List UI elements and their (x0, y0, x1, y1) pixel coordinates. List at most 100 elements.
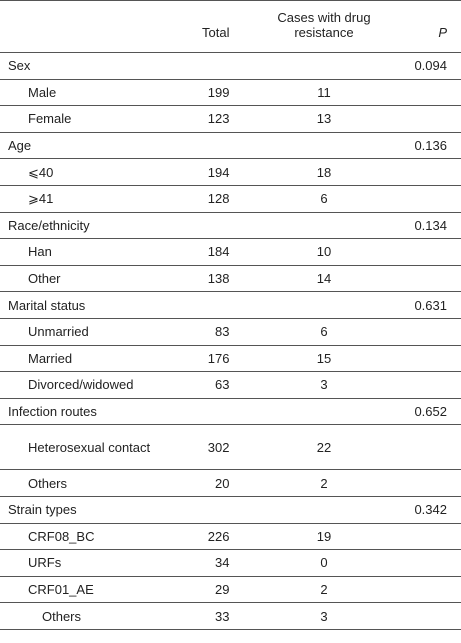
group-row: Strain types 0.342 (0, 496, 461, 524)
total: 34 (170, 549, 242, 577)
row-label: Others (0, 602, 171, 630)
cell (406, 424, 461, 471)
row-label: CRF01_AE (0, 576, 171, 604)
cell (170, 132, 242, 160)
cell (170, 212, 242, 240)
total: 63 (170, 371, 242, 399)
cell (241, 496, 407, 524)
cell (406, 185, 461, 213)
cases: 3 (241, 371, 407, 399)
sub-row: Married 176 15 (0, 345, 461, 373)
header-row: Total Cases with drug resistance P (0, 0, 461, 53)
header-cell (0, 0, 171, 53)
group-label: Sex (0, 52, 171, 80)
cases: 10 (241, 238, 407, 266)
cases: 11 (241, 79, 407, 107)
header-cell: P (406, 0, 461, 53)
total: 128 (170, 185, 242, 213)
cell (241, 398, 407, 426)
cell (406, 345, 461, 373)
p-value: 0.136 (406, 132, 461, 160)
cases: 13 (241, 105, 407, 133)
cell (406, 318, 461, 346)
cell (406, 158, 461, 186)
p-value: 0.134 (406, 212, 461, 240)
sub-row: CRF08_BC 226 19 (0, 523, 461, 551)
cases: 3 (241, 602, 407, 630)
group-label: Age (0, 132, 171, 160)
table-header: Total Cases with drug resistance P (0, 0, 461, 53)
row-label: ⩾41 (0, 185, 171, 213)
header-cell: Cases with drug resistance (241, 0, 407, 53)
cell (170, 52, 242, 80)
cell (170, 496, 242, 524)
cell (170, 398, 242, 426)
cases: 19 (241, 523, 407, 551)
sub-row: Other 138 14 (0, 265, 461, 293)
data-table: Total Cases with drug resistance P Sex 0.… (0, 0, 461, 630)
cell (406, 105, 461, 133)
group-row: Marital status 0.631 (0, 291, 461, 319)
cell (406, 576, 461, 604)
cell (241, 132, 407, 160)
row-label: Unmarried (0, 318, 171, 346)
group-row: Sex 0.094 (0, 52, 461, 80)
sub-row: Unmarried 83 6 (0, 318, 461, 346)
cases: 18 (241, 158, 407, 186)
cell (241, 52, 407, 80)
total: 29 (170, 576, 242, 604)
cell (406, 523, 461, 551)
sub-row: ⩽40 194 18 (0, 158, 461, 186)
sub-row: CRF01_AE 29 2 (0, 576, 461, 604)
row-label: Male (0, 79, 171, 107)
sub-row: URFs 34 0 (0, 549, 461, 577)
row-label: Female (0, 105, 171, 133)
row-label: Others (0, 469, 171, 497)
p-value: 0.652 (406, 398, 461, 426)
cell (241, 212, 407, 240)
cases: 6 (241, 185, 407, 213)
total: 199 (170, 79, 242, 107)
cell (406, 602, 461, 630)
group-row: Race/ethnicity 0.134 (0, 212, 461, 240)
cases: 6 (241, 318, 407, 346)
row-label: Other (0, 265, 171, 293)
row-label: Divorced/widowed (0, 371, 171, 399)
total: 302 (170, 424, 242, 471)
total: 138 (170, 265, 242, 293)
cell (406, 371, 461, 399)
total: 83 (170, 318, 242, 346)
sub-row: Male 199 11 (0, 79, 461, 107)
cell (170, 291, 242, 319)
cell (406, 549, 461, 577)
sub-row: Others 20 2 (0, 469, 461, 497)
table-body: Sex 0.094 Male 199 11 Female 123 13 Age 0.136 ⩽40 1… (0, 52, 461, 630)
row-label: Han (0, 238, 171, 266)
total: 33 (170, 602, 242, 630)
row-label: URFs (0, 549, 171, 577)
row-label: ⩽40 (0, 158, 171, 186)
cases: 2 (241, 576, 407, 604)
group-label: Strain types (0, 496, 171, 524)
cell (406, 238, 461, 266)
cell (406, 469, 461, 497)
sub-row: Heterosexual contact 302 22 (0, 424, 461, 471)
total: 226 (170, 523, 242, 551)
cases: 14 (241, 265, 407, 293)
group-label: Infection routes (0, 398, 171, 426)
total: 123 (170, 105, 242, 133)
group-label: Marital status (0, 291, 171, 319)
cases: 0 (241, 549, 407, 577)
sub-row: Others 33 3 (0, 602, 461, 630)
p-value: 0.631 (406, 291, 461, 319)
sub-row: Divorced/widowed 63 3 (0, 371, 461, 399)
row-label: Heterosexual contact (0, 424, 171, 471)
row-label: CRF08_BC (0, 523, 171, 551)
row-label: Married (0, 345, 171, 373)
total: 184 (170, 238, 242, 266)
total: 176 (170, 345, 242, 373)
p-value: 0.342 (406, 496, 461, 524)
group-row: Infection routes 0.652 (0, 398, 461, 426)
cases: 2 (241, 469, 407, 497)
